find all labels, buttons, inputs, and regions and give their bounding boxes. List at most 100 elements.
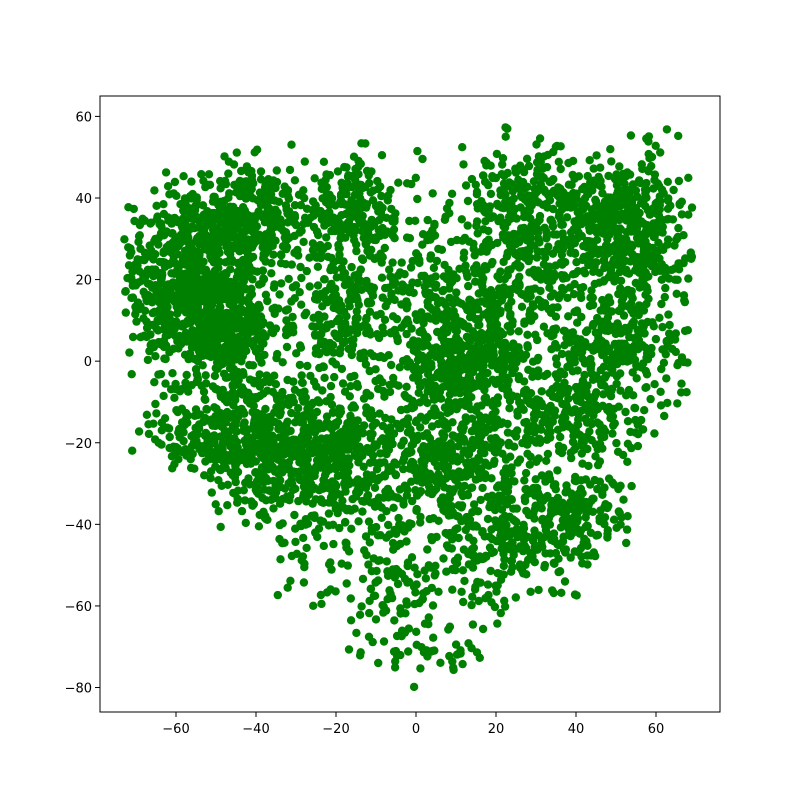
data-point: [298, 552, 308, 561]
data-point: [387, 204, 396, 214]
data-point: [447, 189, 457, 198]
data-point: [559, 285, 569, 295]
data-point: [248, 501, 257, 510]
data-point: [482, 247, 491, 256]
data-point: [547, 332, 556, 341]
data-point: [346, 413, 355, 423]
data-point: [390, 234, 399, 243]
data-point: [626, 200, 635, 209]
data-point: [631, 209, 641, 219]
data-point: [217, 334, 226, 343]
data-point: [221, 258, 230, 267]
data-point: [494, 291, 503, 300]
data-point: [545, 473, 554, 482]
data-point: [170, 177, 180, 187]
data-point: [566, 351, 576, 360]
data-point: [229, 400, 238, 410]
data-point: [626, 257, 635, 266]
data-point: [317, 184, 326, 194]
data-point: [438, 286, 447, 296]
data-point: [240, 269, 249, 278]
data-point: [220, 152, 229, 161]
data-point: [170, 393, 179, 402]
data-point: [165, 348, 174, 357]
data-point: [556, 164, 565, 174]
data-point: [651, 141, 660, 150]
data-point: [292, 349, 301, 358]
data-point: [283, 417, 292, 426]
data-point: [411, 216, 420, 225]
data-point: [586, 178, 595, 187]
data-point: [267, 495, 276, 504]
data-point: [351, 318, 360, 328]
data-point: [686, 248, 695, 257]
data-point: [179, 253, 188, 262]
data-point: [211, 500, 220, 509]
data-point: [381, 487, 390, 496]
data-point: [186, 463, 196, 473]
data-point: [231, 243, 241, 252]
data-point: [576, 206, 586, 215]
data-point: [255, 370, 264, 379]
data-point: [403, 300, 412, 309]
data-point: [230, 473, 240, 482]
data-point: [564, 180, 574, 189]
data-point: [287, 297, 296, 306]
data-point: [158, 270, 167, 280]
data-point: [548, 276, 557, 285]
data-point: [551, 325, 560, 335]
data-point: [588, 300, 598, 310]
data-point: [642, 370, 652, 379]
data-point: [318, 386, 327, 395]
data-point: [376, 201, 385, 211]
data-point: [515, 455, 525, 464]
data-point: [524, 161, 534, 171]
data-point: [555, 208, 564, 217]
data-point: [430, 231, 440, 240]
data-point: [479, 310, 488, 319]
data-point: [451, 325, 460, 335]
data-point: [167, 214, 176, 223]
data-point: [410, 463, 419, 472]
data-point: [536, 275, 546, 284]
data-point: [287, 260, 296, 269]
data-point: [584, 218, 593, 227]
data-point: [282, 342, 292, 352]
data-point: [324, 509, 334, 518]
data-point: [365, 326, 374, 335]
data-point: [370, 220, 379, 229]
data-point: [264, 465, 273, 474]
data-point: [458, 143, 467, 152]
data-point: [489, 459, 498, 468]
data-point: [278, 358, 287, 367]
data-point: [356, 265, 365, 274]
data-point: [446, 279, 455, 289]
data-point: [198, 201, 208, 210]
data-point: [616, 276, 626, 285]
data-point: [203, 212, 212, 222]
data-point: [181, 199, 190, 209]
data-point: [402, 355, 412, 364]
data-point: [165, 310, 175, 319]
data-point: [282, 244, 291, 254]
data-point: [546, 270, 555, 279]
data-point: [463, 221, 472, 230]
data-point: [429, 263, 439, 273]
data-point: [337, 211, 346, 220]
data-point: [369, 235, 379, 245]
data-point: [505, 404, 514, 413]
data-point: [170, 322, 180, 332]
data-point: [437, 350, 446, 359]
data-point: [160, 262, 170, 271]
data-point: [303, 361, 312, 371]
data-point: [200, 324, 209, 333]
data-point: [413, 251, 423, 260]
data-point: [340, 387, 350, 396]
data-point: [593, 316, 603, 325]
data-point: [313, 281, 323, 290]
data-point: [426, 254, 435, 263]
data-point: [431, 283, 440, 292]
data-point: [542, 232, 551, 242]
data-point: [427, 472, 436, 481]
data-point: [614, 342, 623, 351]
